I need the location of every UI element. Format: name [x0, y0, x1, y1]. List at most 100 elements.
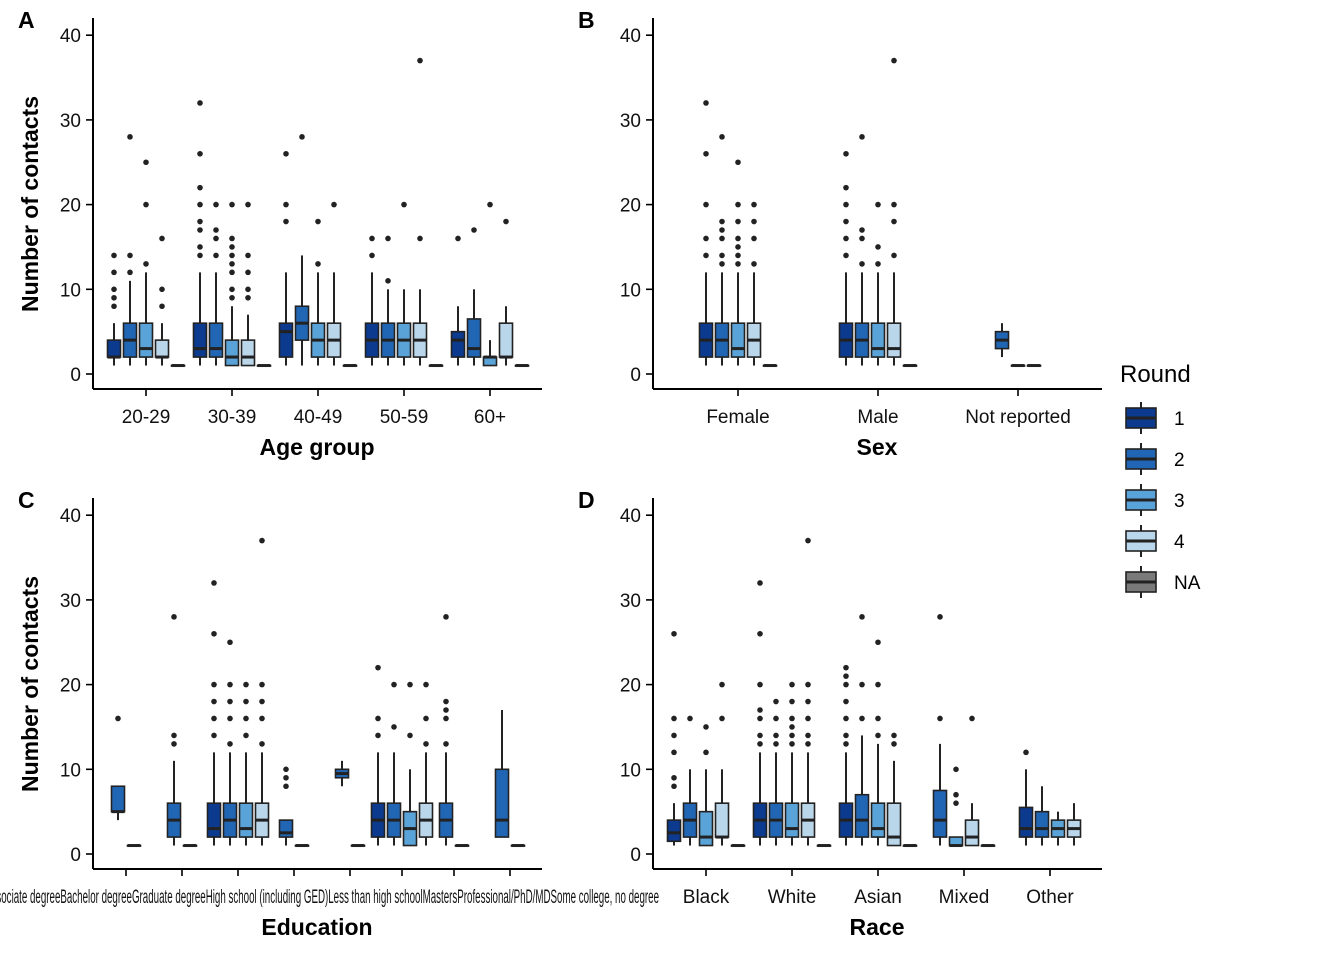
box-round-2 — [222, 639, 238, 846]
outlier-point — [953, 791, 959, 798]
outlier-point — [159, 303, 165, 310]
legend-key-1: 1 — [1125, 402, 1185, 434]
box-round-na — [510, 844, 526, 848]
panels: A 0 10 20 30 40 20-29 30-39 40-49 50-59 60+ Age gro… — [0, 7, 1102, 940]
outlier-point — [891, 732, 897, 739]
box-body — [110, 785, 126, 813]
outlier-point — [197, 227, 203, 233]
box-round-2 — [122, 134, 138, 366]
legend-label: 3 — [1174, 491, 1185, 512]
outlier-point — [299, 134, 305, 140]
outlier-point — [953, 766, 959, 773]
outlier-point — [757, 630, 763, 637]
outlier-point — [407, 732, 413, 739]
box-body — [1034, 810, 1050, 838]
outlier-point — [843, 252, 849, 259]
outlier-point — [143, 201, 149, 208]
legend-entries: 1 2 3 4 NA — [1125, 402, 1201, 598]
outlier-point — [671, 783, 677, 790]
y-tick-label: 30 — [620, 111, 641, 132]
outlier-point — [229, 244, 235, 250]
outlier-point — [245, 286, 251, 293]
y-tick-label: 40 — [620, 506, 641, 527]
outlier-point — [171, 732, 177, 739]
outlier-point — [969, 715, 975, 722]
box-body — [466, 318, 482, 358]
outlier-point — [385, 235, 391, 242]
outlier-point — [757, 681, 763, 688]
outlier-point — [171, 741, 177, 747]
outlier-point — [487, 201, 493, 208]
x-axis-title: Age group — [260, 434, 375, 460]
outlier-point — [331, 201, 337, 208]
box-body — [494, 768, 510, 838]
box-round-na — [126, 844, 142, 848]
box-round-1 — [666, 630, 682, 846]
outlier-point — [171, 614, 177, 620]
outlier-point — [443, 614, 449, 620]
outlier-point — [417, 235, 423, 242]
box-round-4 — [412, 57, 428, 366]
box-round-4 — [1026, 364, 1042, 368]
box-round-na — [350, 844, 366, 848]
outlier-point — [719, 227, 725, 233]
outlier-point — [843, 184, 849, 191]
outlier-point — [127, 269, 133, 276]
box-round-2 — [854, 614, 870, 846]
outlier-point — [417, 57, 423, 64]
x-tick-labels-overlapping: Associate degreeBachelor degreeGraduate … — [0, 887, 659, 908]
box-round-4 — [240, 201, 256, 367]
y-tick-label: 20 — [60, 676, 81, 697]
outlier-point — [719, 252, 725, 259]
outlier-point — [937, 614, 943, 620]
outlier-point — [805, 715, 811, 722]
box-body — [666, 819, 682, 843]
box-body — [932, 789, 948, 838]
box-round-3 — [138, 159, 154, 366]
outlier-point — [375, 664, 381, 671]
box-round-4 — [1066, 803, 1082, 846]
outlier-point — [875, 732, 881, 739]
y-axis-title: Number of contacts — [17, 96, 43, 312]
outlier-point — [243, 681, 249, 688]
outlier-point — [953, 800, 959, 806]
outlier-point — [197, 100, 203, 106]
box-round-na — [428, 364, 444, 368]
outlier-point — [859, 614, 865, 620]
box-round-3 — [870, 639, 886, 846]
x-tick-label: Asian — [854, 887, 902, 908]
panel-tag: C — [18, 487, 35, 513]
legend-label: NA — [1174, 573, 1201, 594]
box-body — [240, 339, 256, 367]
outlier-point — [213, 235, 219, 242]
outlier-point — [735, 218, 741, 225]
box-round-2 — [166, 614, 182, 846]
outlier-point — [671, 715, 677, 722]
outlier-point — [719, 218, 725, 225]
outlier-point — [735, 244, 741, 250]
outlier-point — [143, 261, 149, 267]
x-tick-label: Black — [683, 887, 730, 908]
box-body — [870, 322, 886, 358]
outlier-point — [773, 698, 779, 705]
outlier-point — [283, 150, 289, 157]
legend-key-3: 3 — [1125, 484, 1185, 516]
box-round-4 — [326, 201, 342, 366]
outlier-point — [891, 741, 897, 747]
box-round-3 — [224, 201, 240, 367]
outlier-point — [455, 235, 461, 242]
y-tick-label: 20 — [60, 196, 81, 217]
outlier-point — [245, 269, 251, 276]
x-tick-label: White — [768, 887, 817, 908]
box-round-na — [902, 844, 918, 848]
outlier-point — [843, 673, 849, 679]
box-body — [224, 339, 240, 367]
box-round-na — [342, 364, 358, 368]
outlier-point — [391, 681, 397, 688]
panel-d: D 0 10 20 30 40 Black White Asian Mixed Other Race — [578, 487, 1102, 940]
outlier-point — [245, 252, 251, 259]
outlier-point — [891, 218, 897, 225]
box-round-4 — [418, 681, 434, 846]
outlier-point — [843, 150, 849, 157]
